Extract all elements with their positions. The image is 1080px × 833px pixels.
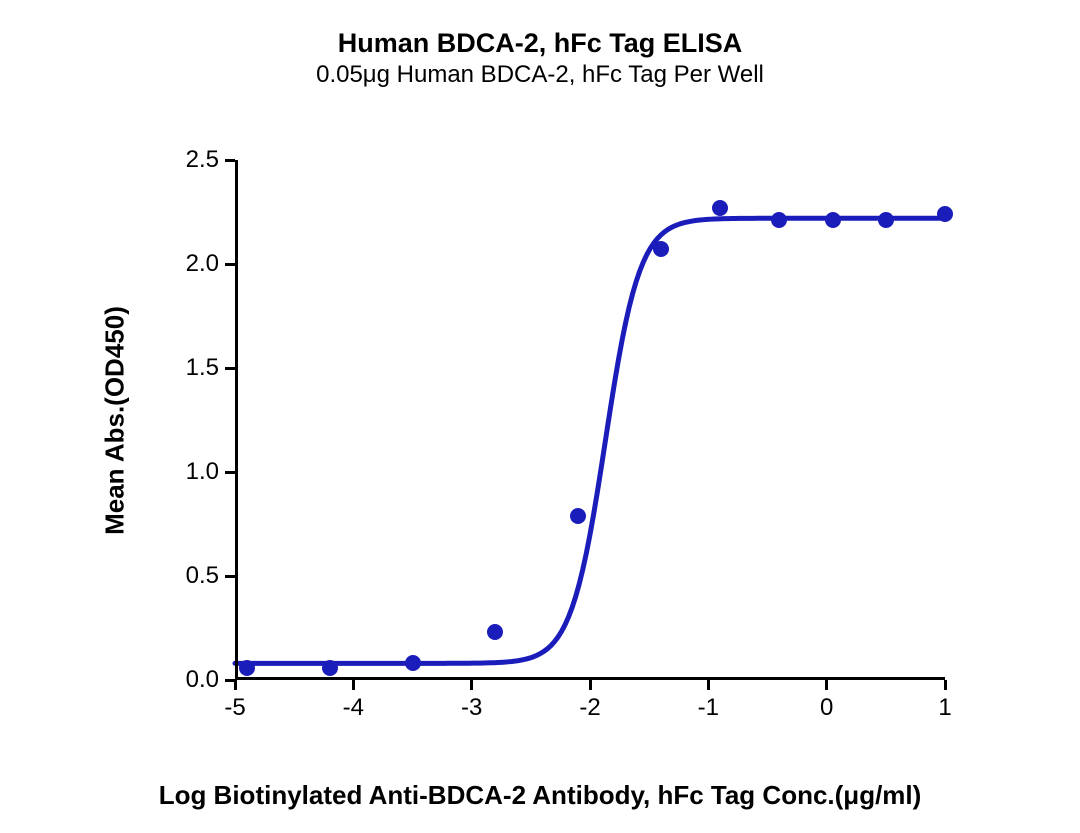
x-tick bbox=[470, 680, 473, 690]
x-tick bbox=[234, 680, 237, 690]
x-tick bbox=[944, 680, 947, 690]
x-tick bbox=[825, 680, 828, 690]
y-tick bbox=[225, 367, 235, 370]
data-point bbox=[239, 660, 255, 676]
data-point bbox=[405, 655, 421, 671]
x-tick-label: -1 bbox=[678, 694, 738, 722]
x-axis-label: Log Biotinylated Anti-BDCA-2 Antibody, h… bbox=[0, 780, 1080, 811]
y-tick bbox=[225, 575, 235, 578]
x-tick-label: -2 bbox=[560, 694, 620, 722]
data-point bbox=[771, 212, 787, 228]
x-tick-label: -4 bbox=[323, 694, 383, 722]
y-axis-label: Mean Abs.(OD450) bbox=[100, 271, 131, 571]
x-tick bbox=[352, 680, 355, 690]
y-axis bbox=[235, 160, 238, 680]
y-tick bbox=[225, 263, 235, 266]
x-tick-label: 0 bbox=[797, 694, 857, 722]
data-point bbox=[570, 508, 586, 524]
fit-curve bbox=[235, 160, 945, 680]
chart-container: Human BDCA-2, hFc Tag ELISA 0.05μg Human… bbox=[0, 0, 1080, 833]
plot-area bbox=[235, 160, 945, 680]
data-point bbox=[653, 241, 669, 257]
x-tick bbox=[589, 680, 592, 690]
chart-title: Human BDCA-2, hFc Tag ELISA bbox=[0, 28, 1080, 59]
data-point bbox=[487, 624, 503, 640]
data-point bbox=[878, 212, 894, 228]
y-tick-label: 1.5 bbox=[159, 354, 219, 382]
y-tick-label: 0.0 bbox=[159, 666, 219, 694]
sigmoid-path bbox=[235, 218, 945, 663]
y-tick-label: 2.5 bbox=[159, 146, 219, 174]
x-tick-label: 1 bbox=[915, 694, 975, 722]
x-tick-label: -5 bbox=[205, 694, 265, 722]
x-tick-label: -3 bbox=[442, 694, 502, 722]
chart-subtitle: 0.05μg Human BDCA-2, hFc Tag Per Well bbox=[0, 61, 1080, 89]
x-tick bbox=[707, 680, 710, 690]
data-point bbox=[712, 200, 728, 216]
data-point bbox=[322, 660, 338, 676]
y-tick-label: 2.0 bbox=[159, 250, 219, 278]
y-tick-label: 0.5 bbox=[159, 562, 219, 590]
y-tick bbox=[225, 471, 235, 474]
title-block: Human BDCA-2, hFc Tag ELISA 0.05μg Human… bbox=[0, 28, 1080, 89]
y-tick-label: 1.0 bbox=[159, 458, 219, 486]
y-tick bbox=[225, 159, 235, 162]
data-point bbox=[825, 212, 841, 228]
data-point bbox=[937, 206, 953, 222]
